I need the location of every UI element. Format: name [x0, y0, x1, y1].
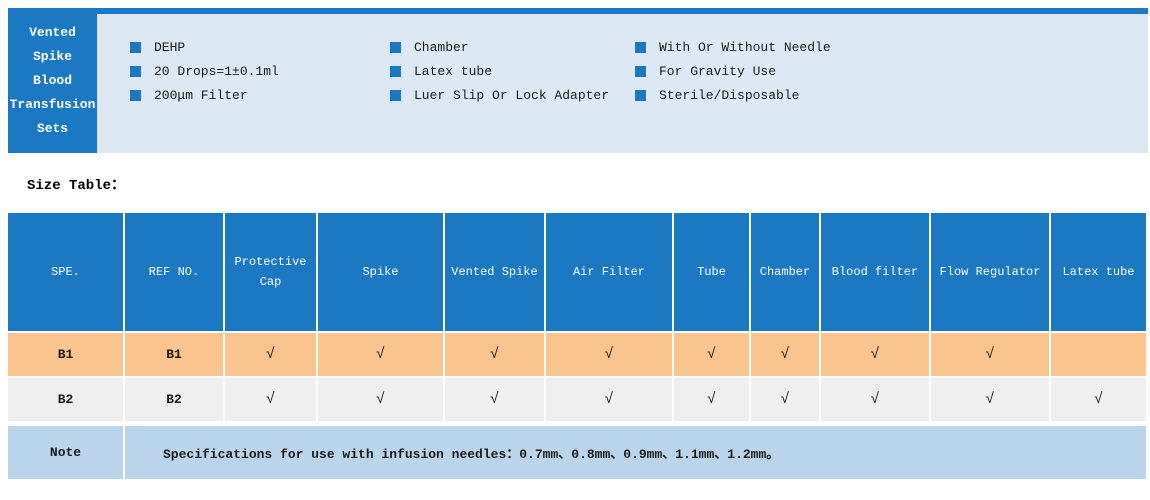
feature-label: Sterile/Disposable	[659, 87, 800, 103]
feature-label: With Or Without Needle	[659, 39, 831, 55]
cell-check-latex-tube: √	[1051, 378, 1146, 421]
features-column-1: DEHP 20 Drops=1±0.1ml 200μm Filter	[130, 35, 390, 153]
features-column-3: With Or Without Needle For Gravity Use S…	[635, 35, 1148, 153]
cell-check-chamber: √	[751, 333, 819, 376]
size-table: SPE. REF NO. Protective Cap Spike Vented…	[8, 213, 1146, 479]
features-area: DEHP 20 Drops=1±0.1ml 200μm Filter Chamb…	[97, 8, 1148, 153]
feature-item: 200μm Filter	[130, 83, 390, 107]
product-title-line: Blood	[32, 72, 72, 88]
cell-check-air-filter: √	[546, 333, 672, 376]
feature-item: Latex tube	[390, 59, 635, 83]
product-title-box: Vented Spike Blood Transfusion Sets	[8, 8, 97, 153]
column-header-protective-cap: Protective Cap	[225, 213, 316, 331]
cell-check-flow-regulator: √	[931, 333, 1049, 376]
feature-item: For Gravity Use	[635, 59, 1148, 83]
cell-check-air-filter: √	[546, 378, 672, 421]
column-header-vented-spike: Vented Spike	[445, 213, 544, 331]
feature-label: 20 Drops=1±0.1ml	[154, 63, 279, 79]
note-text: Specifications for use with infusion nee…	[125, 426, 1146, 479]
feature-label: 200μm Filter	[154, 87, 248, 103]
column-header-spe: SPE.	[8, 213, 123, 331]
bullet-square-icon	[390, 65, 401, 77]
feature-panel: Vented Spike Blood Transfusion Sets DEHP…	[8, 8, 1148, 153]
cell-check-vented-spike: √	[445, 378, 544, 421]
bullet-square-icon	[635, 89, 646, 101]
table-row-b1: B1 B1 √ √ √ √ √ √ √ √	[8, 333, 1146, 376]
column-header-air-filter: Air Filter	[546, 213, 672, 331]
size-table-heading: Size Table：	[27, 178, 126, 194]
cell-check-latex-tube	[1051, 333, 1146, 376]
feature-label: For Gravity Use	[659, 63, 777, 79]
cell-check-vented-spike: √	[445, 333, 544, 376]
bullet-square-icon	[390, 41, 401, 53]
feature-item: Chamber	[390, 35, 635, 59]
cell-check-protective-cap: √	[225, 333, 316, 376]
cell-check-tube: √	[674, 333, 749, 376]
bullet-square-icon	[130, 65, 141, 77]
column-header-latex-tube: Latex tube	[1051, 213, 1146, 331]
note-label: Note	[8, 426, 123, 479]
feature-item: Luer Slip Or Lock Adapter	[390, 83, 635, 107]
table-row-b2: B2 B2 √ √ √ √ √ √ √ √ √	[8, 378, 1146, 421]
cell-ref-no: B2	[125, 378, 223, 421]
cell-spe: B2	[8, 378, 123, 421]
cell-ref-no: B1	[125, 333, 223, 376]
column-header-ref-no: REF NO.	[125, 213, 223, 331]
column-header-spike: Spike	[318, 213, 443, 331]
feature-item: 20 Drops=1±0.1ml	[130, 59, 390, 83]
bullet-square-icon	[635, 65, 646, 77]
column-header-chamber: Chamber	[751, 213, 819, 331]
size-table-header-row: SPE. REF NO. Protective Cap Spike Vented…	[8, 213, 1146, 331]
column-header-blood-filter: Blood filter	[821, 213, 929, 331]
product-title-line: Sets	[36, 120, 69, 136]
feature-label: Latex tube	[414, 63, 493, 79]
feature-item: With Or Without Needle	[635, 35, 1148, 59]
feature-label: Luer Slip Or Lock Adapter	[414, 87, 610, 103]
bullet-square-icon	[390, 89, 401, 101]
feature-label: Chamber	[414, 39, 469, 55]
bullet-square-icon	[635, 41, 646, 53]
cell-check-chamber: √	[751, 378, 819, 421]
cell-check-protective-cap: √	[225, 378, 316, 421]
feature-item: DEHP	[130, 35, 390, 59]
cell-check-blood-filter: √	[821, 333, 929, 376]
bullet-square-icon	[130, 41, 141, 53]
cell-check-spike: √	[318, 378, 443, 421]
table-row-note: Note Specifications for use with infusio…	[8, 426, 1146, 479]
cell-check-spike: √	[318, 333, 443, 376]
product-title-line: Transfusion	[9, 96, 96, 112]
column-header-tube: Tube	[674, 213, 749, 331]
features-column-2: Chamber Latex tube Luer Slip Or Lock Ada…	[390, 35, 635, 153]
cell-check-flow-regulator: √	[931, 378, 1049, 421]
feature-label: DEHP	[154, 39, 186, 55]
product-title-line: Vented	[29, 24, 76, 40]
cell-check-tube: √	[674, 378, 749, 421]
product-title-line: Spike	[32, 48, 72, 64]
cell-check-blood-filter: √	[821, 378, 929, 421]
cell-spe: B1	[8, 333, 123, 376]
bullet-square-icon	[130, 89, 141, 101]
column-header-flow-regulator: Flow Regulator	[931, 213, 1049, 331]
feature-item: Sterile/Disposable	[635, 83, 1148, 107]
